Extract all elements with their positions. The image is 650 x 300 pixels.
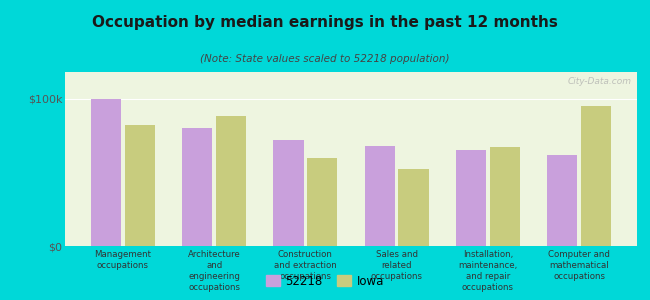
Text: Occupation by median earnings in the past 12 months: Occupation by median earnings in the pas…	[92, 15, 558, 30]
Bar	[125, 125, 155, 246]
Bar	[274, 140, 304, 246]
Bar	[307, 158, 337, 246]
Bar	[456, 150, 486, 246]
Bar	[365, 146, 395, 246]
Bar	[216, 116, 246, 246]
Bar	[547, 154, 577, 246]
Bar	[182, 128, 213, 246]
Text: (Note: State values scaled to 52218 population): (Note: State values scaled to 52218 popu…	[200, 54, 450, 64]
Bar	[398, 169, 428, 246]
Bar	[581, 106, 611, 246]
Text: City-Data.com: City-Data.com	[567, 77, 631, 86]
Bar	[91, 98, 121, 246]
Bar	[489, 147, 520, 246]
Legend: 52218, Iowa: 52218, Iowa	[262, 271, 388, 291]
